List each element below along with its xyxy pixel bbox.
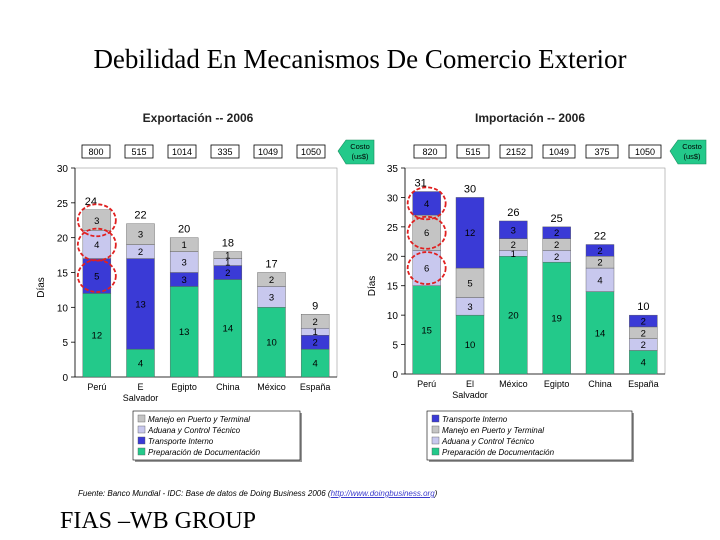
- c0-cost-value: 335: [217, 147, 232, 157]
- c0-cost-box: [296, 144, 326, 159]
- c0-cost-value: 515: [131, 147, 146, 157]
- c0-segment-label: 4: [313, 359, 318, 370]
- c0-cost-label-line1: Costo: [350, 142, 370, 151]
- c0-bar-segment: [126, 258, 155, 350]
- c0-segment-label: 1: [313, 327, 318, 338]
- c0-cost-box: [210, 144, 240, 159]
- c0-segment-label: 4: [94, 240, 99, 251]
- c0-cost-value: 1050: [301, 147, 321, 157]
- c0-legend-swatch: [137, 414, 146, 423]
- c0-category-label: E: [137, 382, 143, 392]
- c0-y-tick-label: 0: [62, 373, 68, 384]
- c0-bar-segment: [169, 237, 199, 252]
- c0-segment-label: 3: [182, 275, 187, 286]
- source-text: Fuente: Banco Mundial - IDC: Base de dat…: [78, 489, 331, 498]
- footer-text: FIAS –WB GROUP: [60, 508, 257, 534]
- c0-segment-label: 3: [269, 292, 274, 303]
- c0-category-label: Perú: [87, 382, 106, 392]
- c0-legend-swatch: [137, 447, 146, 456]
- c0-bar-segment: [169, 286, 199, 378]
- c0-segment-label: 2: [313, 317, 318, 328]
- c0-segment-label: 3: [138, 230, 143, 241]
- c0-cost-value: 1014: [172, 147, 192, 157]
- c0-segment-label: 3: [182, 258, 187, 269]
- c0-y-tick-label: 25: [57, 199, 69, 210]
- c0-total-label: 9: [312, 300, 318, 312]
- c0-segment-label: 1: [225, 251, 230, 262]
- source-note: Fuente: Banco Mundial - IDC: Base de dat…: [78, 489, 437, 498]
- c0-legend-label: Manejo en Puerto y Terminal: [148, 415, 250, 424]
- c0-legend-swatch: [137, 425, 146, 434]
- source-close: ): [434, 489, 438, 498]
- c0-segment-label: 2: [138, 247, 143, 258]
- c0-y-tick-label: 20: [57, 234, 69, 245]
- c0-cost-box: [124, 144, 154, 159]
- c0-legend-swatch: [137, 436, 146, 445]
- c0-chart-title: Exportación -- 2006: [143, 111, 254, 125]
- c0-bar-segment: [257, 307, 286, 378]
- c0-y-axis-label: Días: [36, 277, 47, 298]
- c0-y-tick-label: 30: [57, 164, 69, 175]
- c0-y-tick-label: 5: [62, 338, 68, 349]
- c0-highlight-circle: [76, 227, 117, 262]
- c0-cost-label-line2: (us$): [351, 152, 369, 161]
- c0-segment-label: 13: [179, 327, 190, 338]
- c0-segment-label: 2: [269, 275, 274, 286]
- c0-cost-tag: [337, 139, 375, 165]
- c0-category-label: Egipto: [171, 382, 197, 392]
- c0-bar-segment: [300, 314, 330, 329]
- c0-segment-label: 13: [135, 299, 146, 310]
- c0-category-label: México: [257, 382, 286, 392]
- c0-bar-segment: [82, 230, 112, 259]
- c0-legend-label: Aduana y Control Técnico: [147, 426, 241, 435]
- c0-legend-box: [132, 410, 301, 461]
- c0-segment-label: 4: [138, 359, 143, 370]
- c0-highlight-circle: [76, 203, 117, 238]
- c0-plot-area: [74, 167, 338, 378]
- c0-segment-label: 1: [182, 240, 187, 251]
- c0-cost-value: 800: [88, 147, 103, 157]
- c0-segment-label: 10: [266, 338, 277, 349]
- page-title: Debilidad En Mecanismos De Comercio Exte…: [93, 44, 627, 74]
- c0-total-label: 22: [134, 210, 146, 222]
- c0-y-tick-label: 15: [57, 269, 69, 280]
- c0-legend-label: Transporte Interno: [148, 437, 214, 446]
- c0-y-tick-label: 10: [57, 303, 69, 314]
- c0-segment-label: 2: [225, 268, 230, 279]
- c0-segment-label: 2: [313, 338, 318, 349]
- c0-total-label: 18: [222, 238, 234, 250]
- c0-category-label-line2: Salvador: [123, 393, 159, 403]
- c0-bar-segment: [82, 209, 112, 231]
- c0-segment-label: 1: [225, 258, 230, 269]
- c0-highlight-circle: [76, 259, 117, 293]
- c0-segment-label: 5: [94, 271, 99, 282]
- c0-bar-segment: [126, 223, 155, 245]
- c0-bar-segment: [257, 272, 286, 287]
- c0-segment-label: 14: [223, 324, 234, 335]
- c0-bar-segment: [300, 348, 330, 378]
- c0-segment-label: 12: [92, 331, 103, 342]
- c0-cost-box: [253, 144, 283, 159]
- c0-bar-segment: [213, 251, 243, 259]
- c0-category-label: China: [216, 382, 240, 392]
- c0-bar-segment: [213, 279, 243, 378]
- c0-segment-label: 3: [94, 216, 99, 227]
- c0-bar-segment: [126, 348, 155, 378]
- source-link[interactable]: http://www.doingbusiness.org: [330, 489, 435, 498]
- c0-total-label: 17: [265, 259, 277, 271]
- c0-legend-label: Preparación de Documentación: [148, 448, 261, 457]
- c0-cost-value: 1049: [258, 147, 278, 157]
- c0-total-label: 20: [178, 224, 190, 236]
- c0-category-label: España: [300, 382, 331, 392]
- c0-cost-box: [81, 144, 111, 159]
- c0-cost-box: [167, 144, 197, 159]
